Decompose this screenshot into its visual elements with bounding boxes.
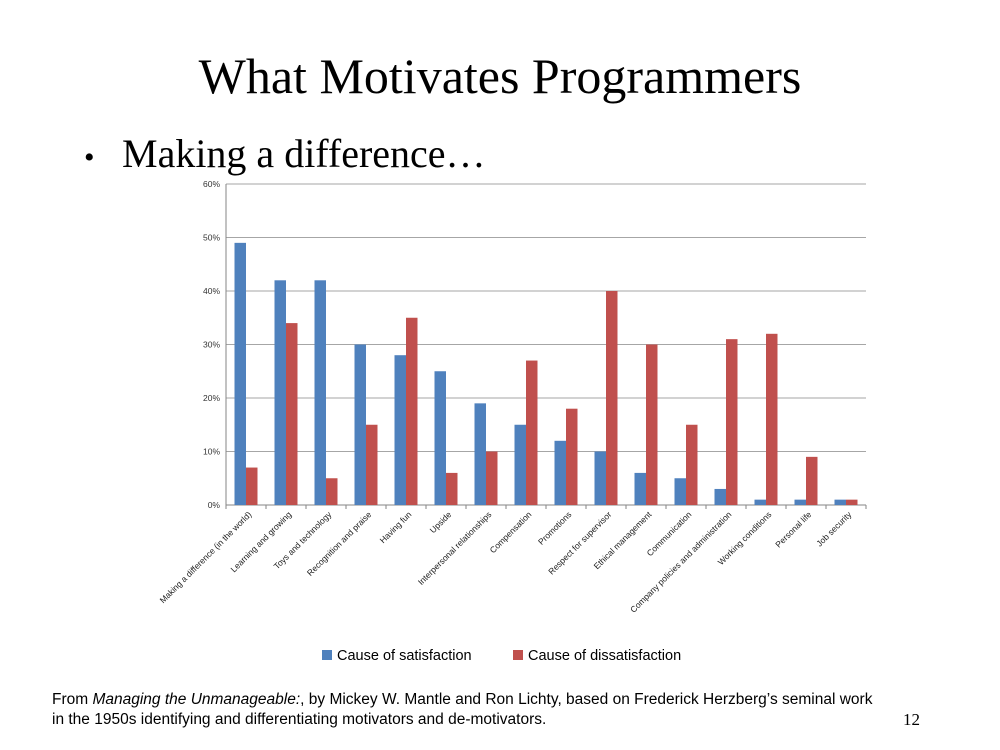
bullet-dot-icon: • [84, 141, 95, 174]
y-tick-label: 40% [203, 286, 220, 296]
bar-dissatisfaction [806, 456, 818, 505]
bullet-text: Making a difference… [122, 131, 486, 176]
footer-line-1: From Managing the Unmanageable:, by Mick… [52, 690, 952, 710]
bar-dissatisfaction [326, 478, 338, 505]
x-tick-label: Upside [428, 509, 454, 535]
x-tick-label: Promotions [536, 509, 573, 546]
bar-dissatisfaction [406, 317, 418, 505]
bar-satisfaction [554, 440, 566, 505]
footer-line-2: in the 1950s identifying and differentia… [52, 711, 547, 728]
bar-satisfaction [794, 499, 806, 505]
bar-satisfaction [674, 478, 686, 505]
x-tick-label: Personal life [773, 509, 813, 549]
slide-title: What Motivates Programmers [198, 48, 802, 104]
bar-dissatisfaction [566, 408, 578, 505]
bar-satisfaction [234, 242, 246, 505]
x-tick-label: Having fun [378, 509, 414, 545]
slide-number: 12 [903, 710, 920, 729]
bar-satisfaction [394, 355, 406, 505]
y-tick-label: 0% [208, 500, 221, 510]
bar-satisfaction [434, 371, 446, 505]
footer-book-title: Managing the Unmanageable: [92, 691, 301, 708]
legend-label: Cause of dissatisfaction [528, 648, 681, 664]
footer-prefix: From [52, 691, 93, 708]
bar-satisfaction [354, 344, 366, 505]
bar-satisfaction [714, 488, 726, 505]
y-tick-label: 30% [203, 340, 220, 350]
bar-dissatisfaction [766, 333, 778, 505]
bar-satisfaction [474, 403, 486, 505]
bar-satisfaction [834, 499, 846, 505]
footer-line-1-rest: , by Mickey W. Mantle and Ron Lichty, ba… [300, 691, 873, 708]
y-tick-label: 10% [203, 447, 220, 457]
footer-citation: From Managing the Unmanageable:, by Mick… [52, 690, 952, 730]
legend-swatch [513, 650, 523, 660]
x-tick-label: Interpersonal relationships [416, 509, 494, 587]
bar-satisfaction [274, 280, 286, 505]
bar-dissatisfaction [366, 424, 378, 505]
bar-satisfaction [754, 499, 766, 505]
bar-satisfaction [314, 280, 326, 505]
bar-dissatisfaction [646, 344, 658, 505]
y-tick-label: 50% [203, 233, 220, 243]
bar-dissatisfaction [726, 339, 738, 505]
x-tick-label: Job security [814, 509, 854, 549]
bar-dissatisfaction [446, 472, 458, 505]
bar-dissatisfaction [246, 467, 258, 505]
y-tick-label: 60% [203, 179, 220, 189]
bar-satisfaction [594, 451, 606, 505]
bar-dissatisfaction [606, 291, 618, 505]
y-tick-label: 20% [203, 393, 220, 403]
bar-dissatisfaction [526, 360, 538, 505]
legend-label: Cause of satisfaction [337, 648, 472, 664]
bar-satisfaction [514, 424, 526, 505]
bar-chart: 0%10%20%30%40%50%60%Making a difference … [158, 179, 867, 664]
bar-dissatisfaction [686, 424, 698, 505]
bullet-item: • Making a difference… [84, 128, 486, 184]
bar-dissatisfaction [486, 451, 498, 505]
bar-dissatisfaction [286, 323, 298, 505]
legend-swatch [322, 650, 332, 660]
bar-satisfaction [634, 472, 646, 505]
bar-dissatisfaction [846, 499, 858, 505]
x-tick-label: Compensation [488, 509, 534, 555]
